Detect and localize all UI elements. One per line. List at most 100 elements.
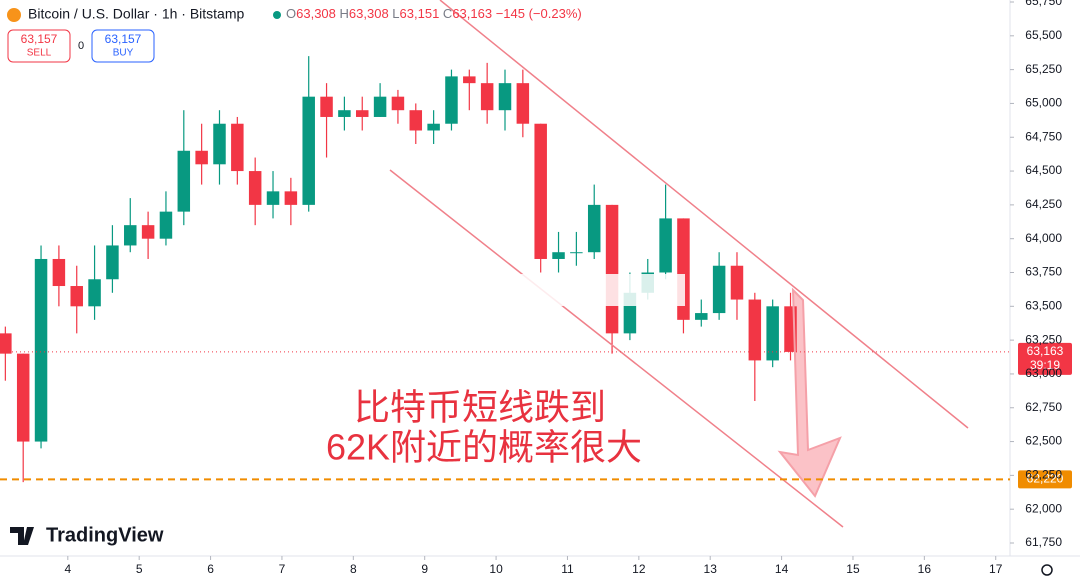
candle-body: [159, 211, 173, 239]
ohlc-legend: O63,308 H63,308 L63,151 C63,163 −145 (−0…: [286, 6, 582, 21]
candles: [0, 56, 797, 483]
ohlc-value: 63,163: [452, 6, 492, 21]
ohlc-label: H: [340, 6, 349, 21]
y-tick-label: 63,750: [1025, 265, 1062, 279]
price-line-label: 62,220: [1027, 472, 1064, 486]
ohlc-label: L: [392, 6, 399, 21]
ohlc-value: 63,308: [349, 6, 389, 21]
candle-body: [177, 150, 191, 212]
x-tick-label: 4: [64, 562, 71, 576]
watermark: TradingView: [46, 524, 164, 546]
candle-body: [712, 265, 726, 314]
channel-lower: [389, 169, 844, 528]
sell-button[interactable]: [7, 29, 71, 63]
candle-body: [195, 150, 208, 165]
candle-body: [0, 333, 12, 354]
y-tick-label: 65,000: [1025, 96, 1062, 110]
candle-body: [409, 110, 423, 131]
candle-body: [34, 258, 48, 442]
x-tick-label: 16: [918, 562, 932, 576]
candle-body: [231, 123, 244, 172]
y-tick-label: 64,500: [1025, 163, 1062, 177]
candle-body: [498, 83, 512, 111]
symbol-title: Bitcoin / U.S. Dollar · 1h · Bitstamp: [28, 6, 245, 22]
candle-body: [141, 225, 155, 239]
candle-body: [52, 258, 66, 287]
y-tick-label: 65,750: [1025, 0, 1062, 8]
x-tick-label: 11: [561, 562, 574, 576]
candle-body: [213, 123, 226, 165]
candle-body: [391, 96, 405, 111]
candle-body: [284, 191, 298, 205]
y-tick-label: 62,750: [1025, 400, 1062, 414]
ohlc-label: C: [443, 6, 452, 21]
candle-body: [248, 171, 262, 205]
last-price-tag: [1018, 342, 1072, 375]
bitcoin-icon: [7, 8, 21, 22]
y-tick-label: 64,750: [1025, 129, 1062, 143]
candle-body: [516, 83, 530, 124]
buy-price: 63,157: [105, 32, 142, 46]
change: −145 (−0.23%): [496, 6, 582, 21]
candle-body: [266, 191, 280, 205]
y-tick-label: 62,000: [1025, 501, 1062, 515]
price-line-tag: [1018, 470, 1072, 489]
x-tick-label: 5: [136, 562, 143, 576]
sell-price: 63,157: [21, 32, 58, 46]
candle-body: [70, 286, 83, 307]
x-tick-label: 12: [632, 562, 646, 576]
x-tick-label: 7: [279, 562, 286, 576]
x-tick-label: 9: [421, 562, 428, 576]
sell-label: SELL: [27, 48, 52, 59]
y-tick-label: 61,750: [1025, 535, 1062, 549]
y-tick-label: 62,250: [1025, 468, 1062, 482]
y-tick-label: 65,250: [1025, 62, 1062, 76]
spread: 0: [78, 40, 84, 52]
x-tick-label: 8: [350, 562, 357, 576]
x-tick-label: 17: [989, 562, 1003, 576]
candle-body: [88, 279, 101, 307]
candle-body: [605, 204, 619, 334]
candle-body: [320, 96, 333, 117]
x-tick-label: 14: [775, 562, 789, 576]
candle-body: [534, 123, 547, 259]
candle-body: [730, 265, 744, 300]
down-arrow: [777, 287, 842, 498]
buy-button[interactable]: [91, 29, 155, 63]
candle-body: [106, 245, 119, 280]
last-price-label: 63,163: [1027, 344, 1064, 358]
x-tick-label: 15: [846, 562, 860, 576]
x-tick-label: 13: [704, 562, 718, 576]
annotation: 62K附近的概率很大: [326, 427, 642, 468]
candle-body: [695, 313, 708, 320]
candle-body: [587, 204, 601, 253]
x-tick-label: 6: [207, 562, 214, 576]
candle-body: [355, 110, 369, 117]
ohlc-label: O: [286, 6, 296, 21]
buy-label: BUY: [113, 48, 134, 59]
candle-body: [552, 252, 565, 259]
y-tick-label: 63,250: [1025, 332, 1062, 346]
x-tick-label: 10: [489, 562, 503, 576]
y-tick-label: 64,000: [1025, 231, 1062, 245]
candle-body: [373, 96, 387, 117]
candle-body: [16, 353, 30, 442]
channel-upper: [439, 0, 969, 429]
candle-body: [302, 96, 315, 205]
annotation: 比特币短线跌到: [354, 387, 606, 428]
settings-icon[interactable]: [1041, 564, 1053, 576]
y-tick-label: 64,250: [1025, 197, 1062, 211]
candle-body: [766, 306, 779, 361]
y-tick-label: 65,500: [1025, 28, 1062, 42]
y-tick-label: 63,000: [1025, 366, 1062, 380]
ohlc-value: 63,151: [400, 6, 440, 21]
y-tick-label: 63,500: [1025, 298, 1062, 312]
candle-body: [463, 76, 476, 84]
candle-body: [570, 252, 583, 254]
candle-body: [748, 299, 762, 361]
candle-body: [659, 218, 672, 273]
candle-body: [427, 123, 440, 131]
candle-body: [338, 110, 351, 117]
